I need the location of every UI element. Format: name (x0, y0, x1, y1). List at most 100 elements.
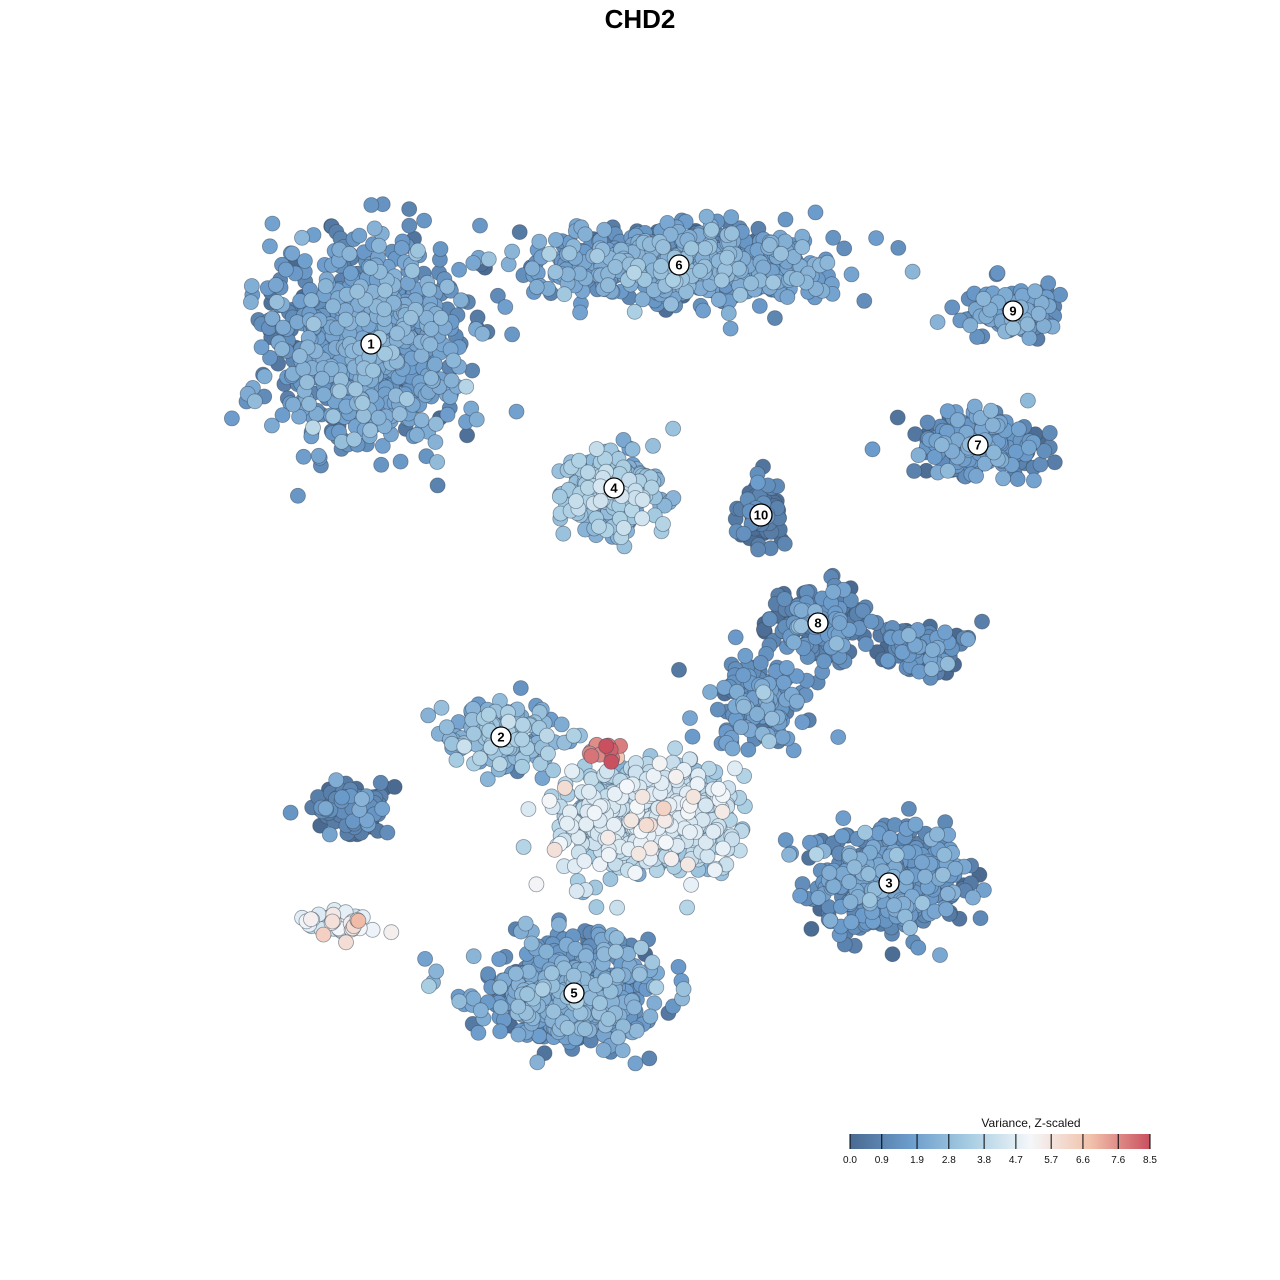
cell-point (564, 763, 580, 780)
cell-point (825, 229, 842, 246)
cell-point (761, 611, 778, 628)
cell-point (724, 740, 741, 757)
cell-point (789, 693, 805, 710)
cell-point (519, 986, 536, 1003)
legend-tick-label: 3.8 (977, 1155, 991, 1166)
cell-point (528, 279, 545, 295)
cell-point (268, 294, 285, 310)
cell-point (776, 535, 793, 552)
cell-point (695, 302, 711, 319)
cell-point (668, 768, 684, 785)
cell-point (351, 227, 368, 244)
cell-point (515, 839, 532, 855)
cell-point (551, 916, 567, 933)
cell-point (333, 789, 350, 806)
cell-point (651, 755, 668, 772)
cluster-label-text: 7 (974, 438, 981, 453)
cell-point (362, 422, 379, 439)
cell-point (926, 449, 943, 466)
cell-point (774, 729, 791, 746)
cell-point (504, 326, 520, 343)
cell-point (861, 892, 878, 908)
cell-point (641, 1050, 658, 1067)
cell-point (409, 242, 426, 259)
cell-point (427, 356, 443, 373)
cell-point (615, 520, 632, 536)
cell-point (761, 237, 778, 253)
cell-point (423, 321, 440, 337)
cell-point (464, 362, 481, 379)
cell-point (512, 680, 529, 696)
cell-point (886, 897, 902, 914)
cell-point (489, 287, 506, 304)
cell-point (491, 756, 508, 772)
cell-point (559, 815, 575, 832)
cell-point (285, 396, 302, 413)
cell-point (778, 660, 795, 676)
cell-point (634, 291, 651, 308)
cell-point (834, 828, 851, 845)
cell-point (284, 245, 301, 262)
cell-point (773, 245, 789, 262)
cell-point (465, 725, 482, 742)
cell-point (274, 341, 291, 357)
cell-point (698, 208, 715, 225)
cell-point (732, 286, 749, 303)
cell-point (706, 862, 723, 878)
cell-point (879, 652, 896, 669)
cell-point (675, 981, 692, 997)
cell-point (1020, 392, 1036, 409)
cell-point (504, 243, 520, 260)
cell-point (545, 1003, 562, 1020)
cell-point (1041, 424, 1058, 441)
cell-point (317, 278, 334, 295)
legend-tick-label: 8.5 (1143, 1155, 1157, 1166)
cell-point (723, 209, 740, 226)
color-legend: Variance, Z-scaled 0.0 0.9 1.9 2.8 3.8 4.7 5.7… (843, 1116, 1157, 1166)
cell-point (793, 602, 810, 619)
cell-point (243, 278, 260, 294)
cell-point (1040, 275, 1057, 292)
cell-point (633, 939, 649, 956)
cell-point (534, 981, 551, 998)
cell-point (662, 226, 679, 243)
cell-point (422, 336, 439, 353)
cell-point (331, 383, 348, 400)
cell-point (603, 753, 620, 770)
cell-point (836, 240, 853, 257)
cell-point (751, 298, 768, 314)
legend-color-bar (850, 1134, 1150, 1149)
cell-point (547, 264, 564, 281)
cell-point (906, 463, 922, 479)
cell-point (365, 362, 382, 379)
cell-point (842, 894, 859, 910)
cell-point (789, 271, 805, 288)
cell-point (749, 474, 766, 491)
cell-point (1026, 472, 1042, 489)
cell-point (347, 381, 364, 398)
cell-point (932, 947, 948, 963)
cell-point (634, 510, 650, 527)
cell-point (362, 259, 379, 276)
cluster-label-10: 10 (749, 503, 773, 527)
cell-point (938, 901, 955, 918)
cell-point (944, 299, 961, 316)
cell-point (1005, 320, 1021, 337)
cell-point (342, 265, 359, 282)
cell-point (685, 788, 702, 805)
cell-point (807, 204, 824, 221)
cell-point (710, 291, 727, 308)
cell-point (731, 260, 747, 277)
cell-point (393, 240, 410, 257)
cell-point (752, 655, 769, 671)
cell-point (538, 943, 555, 960)
cell-point (459, 427, 476, 444)
cell-point (439, 278, 456, 295)
cell-point (777, 832, 794, 848)
cell-point (608, 930, 625, 946)
cell-point (860, 866, 877, 882)
legend-tick-label: 4.7 (1009, 1155, 1023, 1166)
cell-point (810, 890, 827, 906)
cell-point (609, 899, 625, 916)
cell-point (275, 319, 292, 336)
